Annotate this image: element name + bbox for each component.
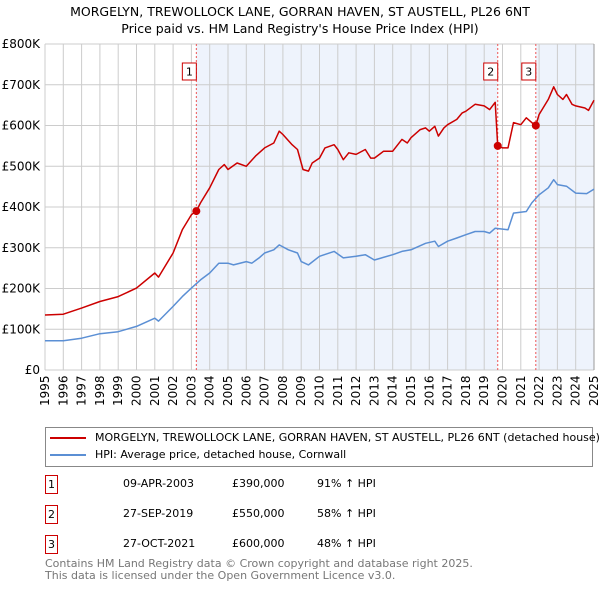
sale-number-badge: 2 — [45, 505, 58, 524]
sale-label-box — [181, 62, 197, 81]
sale-price: £390,000 — [232, 477, 285, 490]
sale-number-badge: 3 — [45, 535, 58, 554]
x-tick-label: 2014 — [386, 375, 400, 406]
sale-label-box — [521, 62, 537, 81]
x-tick-label: 2023 — [550, 375, 564, 406]
x-tick-label: 2012 — [349, 375, 363, 406]
footer-line-2: This data is licensed under the Open Gov… — [45, 569, 396, 582]
x-tick-label: 2015 — [404, 375, 418, 406]
legend-swatch-hpi — [50, 453, 86, 456]
sale-hpi-diff: 48% ↑ HPI — [317, 537, 376, 550]
x-tick-label: 1996 — [56, 375, 70, 406]
y-tick-label: £800K — [2, 37, 42, 51]
sale-date: 27-OCT-2021 — [123, 537, 196, 550]
hpi-line — [45, 178, 595, 342]
x-tick-label: 2007 — [258, 375, 272, 406]
chart-title: MORGELYN, TREWOLLOCK LANE, GORRAN HAVEN,… — [70, 4, 530, 19]
sale-hpi-diff: 91% ↑ HPI — [317, 477, 376, 490]
x-tick-label: 1995 — [38, 375, 52, 406]
x-tick-label: 2011 — [331, 375, 345, 406]
legend: MORGELYN, TREWOLLOCK LANE, GORRAN HAVEN,… — [45, 427, 600, 467]
legend-item-hpi: HPI: Average price, detached house, Corn… — [50, 448, 346, 461]
price-chart: 1995 1996 1997 1998 1999 2000 2001 2002 2003 2004… — [2, 37, 600, 406]
sale-price: £600,000 — [232, 537, 285, 550]
x-tick-label: 1998 — [93, 375, 107, 406]
sale-label-number: 2 — [487, 66, 494, 79]
y-tick-label: £0 — [25, 363, 40, 377]
sale-row: 2 27-SEP-2019 £550,000 58% ↑ HPI — [45, 505, 595, 525]
x-tick-label: 2005 — [221, 375, 235, 406]
y-tick-label: £500K — [2, 159, 42, 173]
x-tick-label: 2010 — [313, 375, 327, 406]
x-tick-label: 2013 — [367, 375, 381, 406]
x-tick-label: 2021 — [514, 375, 528, 406]
x-tick-label: 2025 — [587, 375, 600, 406]
x-tick-label: 2022 — [532, 375, 546, 406]
y-tick-label: £600K — [2, 119, 42, 133]
x-tick-label: 2018 — [459, 375, 473, 406]
y-tick-label: £100K — [2, 322, 42, 336]
legend-item-property: MORGELYN, TREWOLLOCK LANE, GORRAN HAVEN,… — [50, 431, 600, 444]
x-tick-label: 2004 — [203, 375, 217, 406]
sale-date: 27-SEP-2019 — [123, 507, 194, 520]
footer-line-1: Contains HM Land Registry data © Crown c… — [45, 557, 473, 570]
y-tick-label: £400K — [2, 200, 42, 214]
y-tick-label: £700K — [2, 78, 42, 92]
x-tick-label: 1999 — [111, 375, 125, 406]
sale-point — [493, 141, 502, 150]
x-tick-label: 2024 — [569, 375, 583, 406]
sale-hpi-diff: 58% ↑ HPI — [317, 507, 376, 520]
chart-subtitle: Price paid vs. HM Land Registry's House … — [121, 21, 479, 36]
x-tick-label: 2019 — [477, 375, 491, 406]
sale-label-number: 3 — [525, 66, 532, 79]
sale-row: 1 09-APR-2003 £390,000 91% ↑ HPI — [45, 475, 595, 495]
sale-number-badge: 1 — [45, 475, 58, 494]
x-tick-label: 2000 — [130, 375, 144, 406]
sale-point — [192, 207, 201, 216]
x-tick-label: 2001 — [148, 375, 162, 406]
x-tick-label: 2016 — [422, 375, 436, 406]
x-tick-label: 2006 — [239, 375, 253, 406]
sale-row: 3 27-OCT-2021 £600,000 48% ↑ HPI — [45, 535, 595, 555]
sale-label-number: 1 — [186, 66, 193, 79]
x-tick-label: 2020 — [496, 375, 510, 406]
x-tick-label: 2017 — [441, 375, 455, 406]
x-tick-label: 2008 — [276, 375, 290, 406]
y-tick-label: £200K — [2, 282, 42, 296]
sale-label-box — [483, 62, 499, 81]
legend-label-property: MORGELYN, TREWOLLOCK LANE, GORRAN HAVEN,… — [95, 431, 600, 444]
x-tick-label: 2009 — [294, 375, 308, 406]
property-price-line — [44, 86, 595, 316]
x-tick-label: 1997 — [75, 375, 89, 406]
sale-point — [531, 121, 540, 130]
sale-date: 09-APR-2003 — [123, 477, 195, 490]
x-tick-label: 2003 — [184, 375, 198, 406]
legend-label-hpi: HPI: Average price, detached house, Corn… — [95, 448, 347, 461]
sale-price: £550,000 — [232, 507, 285, 520]
legend-swatch-property — [50, 436, 86, 439]
x-tick-label: 2002 — [166, 375, 180, 406]
y-tick-label: £300K — [2, 241, 42, 255]
footer-attribution: Contains HM Land Registry data © Crown c… — [45, 558, 473, 582]
